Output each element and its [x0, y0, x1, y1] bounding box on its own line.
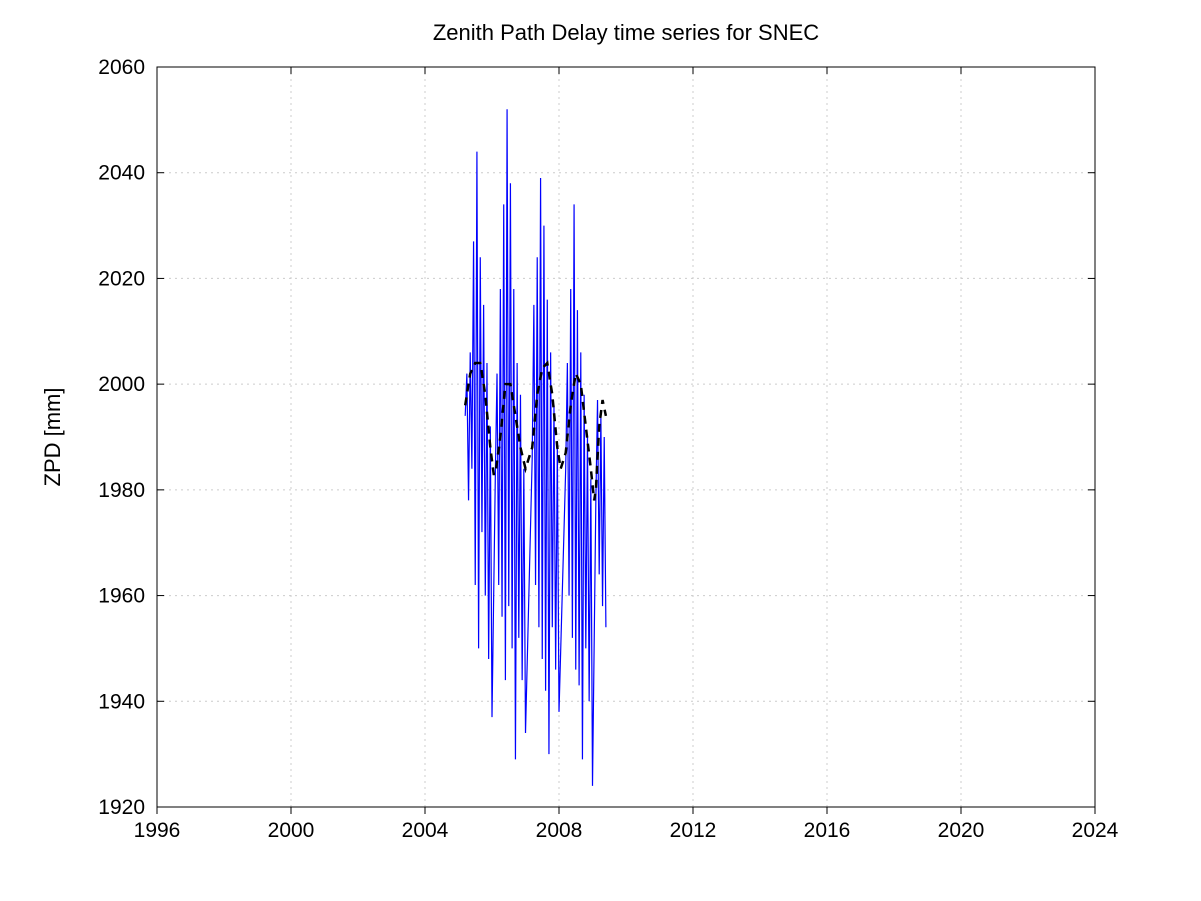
xtick-label: 2000 [268, 819, 315, 842]
ytick-label: 2000 [98, 373, 145, 396]
xtick-label: 2024 [1072, 819, 1119, 842]
ytick-label: 1960 [98, 585, 145, 608]
chart-container: 1996 2000 2004 2008 2012 2016 2020 2024 1920 1940… [0, 0, 1201, 901]
xtick-label: 1996 [134, 819, 181, 842]
timeseries-chart: 1996 2000 2004 2008 2012 2016 2020 2024 1920 1940… [0, 0, 1201, 901]
xtick-label: 2016 [804, 819, 851, 842]
chart-title: Zenith Path Delay time series for SNEC [433, 20, 819, 45]
xtick-label: 2012 [670, 819, 717, 842]
y-axis-label: ZPD [mm] [40, 388, 65, 487]
ytick-label: 2060 [98, 56, 145, 79]
ytick-label: 2020 [98, 267, 145, 290]
xtick-label: 2020 [938, 819, 985, 842]
ytick-label: 1980 [98, 479, 145, 502]
ytick-label: 2040 [98, 162, 145, 185]
ytick-label: 1920 [98, 796, 145, 819]
xtick-label: 2004 [402, 819, 449, 842]
ytick-label: 1940 [98, 690, 145, 713]
xtick-label: 2008 [536, 819, 583, 842]
